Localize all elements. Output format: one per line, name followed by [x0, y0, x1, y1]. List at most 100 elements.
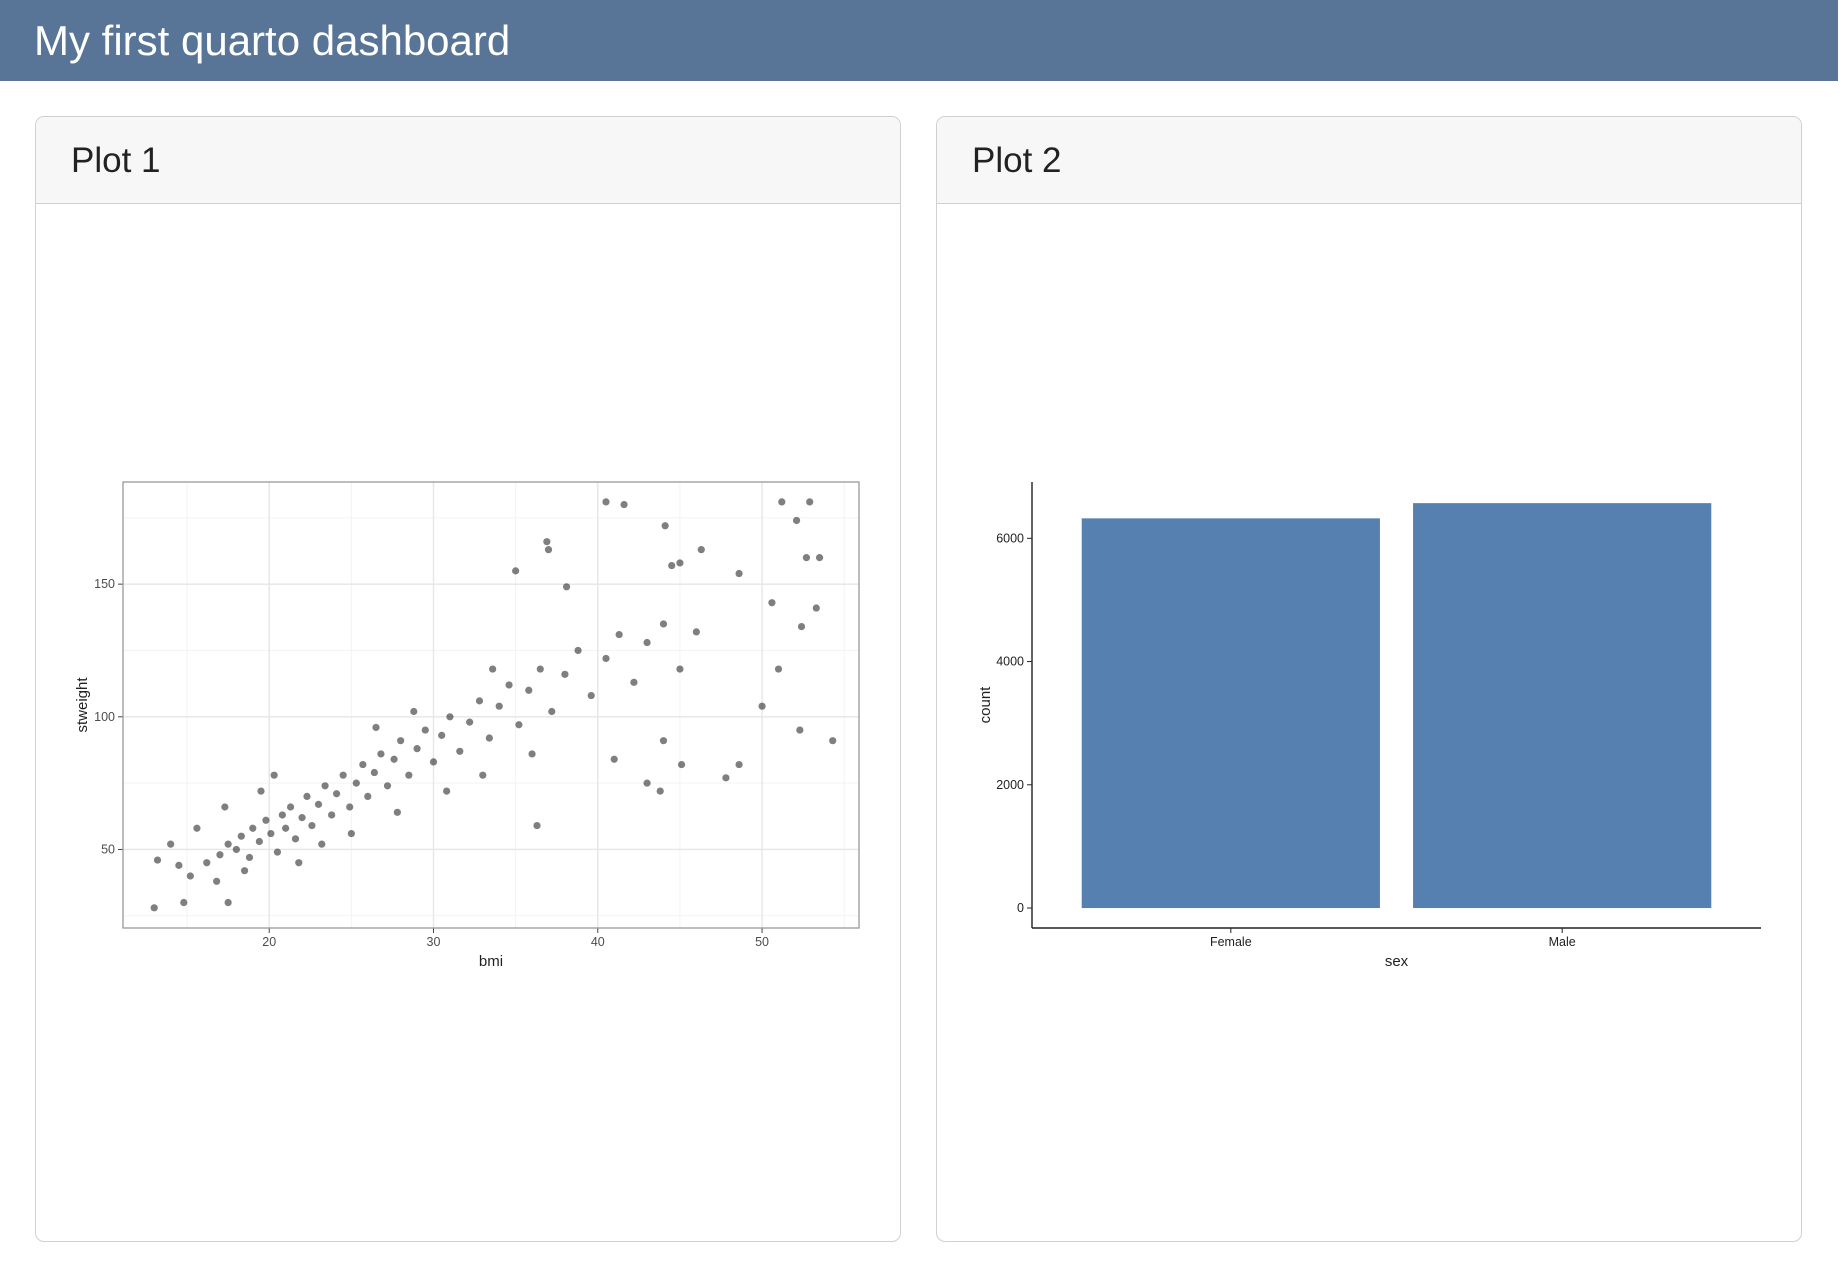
- card: Plot 1 20 30 40 50 50 100 150 bmi stweight: [35, 116, 901, 1242]
- point: [370, 768, 378, 777]
- point: [232, 845, 240, 854]
- point: [393, 808, 401, 816]
- point: [203, 859, 211, 867]
- point: [245, 853, 254, 862]
- card: Plot 2 0 2000 4000 6000 Female Male sex count: [936, 116, 1802, 1242]
- point: [676, 665, 684, 673]
- x-axis-title: sex: [1385, 953, 1409, 970]
- point: [659, 737, 668, 745]
- point: [643, 638, 651, 647]
- point: [167, 840, 175, 848]
- x-tick-label: Female: [1210, 935, 1252, 949]
- point: [314, 800, 323, 808]
- y-axis-title: stweight: [74, 677, 91, 733]
- point: [528, 750, 536, 758]
- point: [332, 790, 341, 798]
- point: [620, 500, 628, 509]
- point: [213, 877, 221, 885]
- point: [186, 872, 194, 880]
- point: [659, 620, 668, 628]
- point: [286, 803, 295, 811]
- point: [602, 654, 610, 663]
- point: [466, 718, 474, 726]
- y-tick-label: 50: [101, 842, 115, 856]
- bar: [1081, 518, 1380, 909]
- point: [812, 604, 820, 612]
- point: [278, 811, 286, 819]
- point: [544, 546, 553, 554]
- point: [347, 829, 355, 838]
- point: [364, 792, 372, 801]
- point: [221, 803, 229, 811]
- x-axis-title: bmi: [479, 953, 503, 970]
- y-axis-title: count: [977, 686, 994, 724]
- x-tick-label: 50: [755, 935, 769, 949]
- point: [390, 755, 398, 763]
- point: [602, 498, 610, 506]
- bar: [1413, 503, 1712, 909]
- point: [722, 774, 730, 782]
- point: [543, 538, 551, 546]
- point: [413, 745, 421, 753]
- point: [429, 758, 438, 766]
- point: [656, 787, 664, 795]
- point: [175, 861, 183, 869]
- point: [475, 697, 484, 705]
- point: [405, 771, 413, 779]
- point: [224, 898, 232, 907]
- point: [806, 498, 814, 506]
- y-tick-label: 2000: [996, 778, 1024, 792]
- y-tick-label: 4000: [996, 655, 1024, 669]
- point: [495, 702, 503, 710]
- point: [792, 516, 801, 525]
- point: [308, 821, 316, 830]
- point: [193, 824, 201, 832]
- point: [397, 737, 405, 745]
- point: [479, 771, 487, 779]
- y-tick-label: 100: [94, 710, 115, 724]
- point: [561, 670, 569, 678]
- point: [610, 755, 618, 763]
- point: [661, 522, 669, 530]
- point: [758, 702, 766, 710]
- point: [797, 622, 806, 631]
- point: [383, 782, 392, 790]
- point: [216, 851, 224, 859]
- point: [692, 628, 700, 636]
- point: [270, 771, 278, 779]
- chart: 20 30 40 50 50 100 150 bmi stweight: [74, 481, 860, 970]
- point: [180, 898, 188, 907]
- point: [282, 824, 290, 832]
- point: [321, 782, 329, 790]
- point: [372, 723, 380, 732]
- point: [443, 787, 451, 795]
- point: [562, 583, 571, 591]
- point: [735, 760, 743, 769]
- point: [778, 498, 786, 506]
- point: [815, 554, 824, 562]
- point: [668, 561, 676, 570]
- dashboard-title: My first quarto dashboard: [0, 0, 1838, 81]
- point: [352, 779, 360, 787]
- point: [768, 599, 776, 607]
- point: [446, 713, 454, 721]
- point: [346, 803, 354, 811]
- point: [410, 707, 418, 716]
- point: [240, 867, 249, 875]
- point: [456, 747, 464, 755]
- x-tick-label: 20: [262, 935, 276, 949]
- point: [485, 734, 493, 742]
- x-tick-label: Male: [1549, 935, 1576, 949]
- point: [298, 814, 306, 822]
- point: [643, 779, 651, 787]
- point: [512, 567, 520, 575]
- chart: 0 2000 4000 6000 Female Male sex count: [977, 482, 1761, 970]
- point: [525, 686, 533, 694]
- point: [303, 792, 311, 801]
- point: [421, 726, 429, 734]
- point: [237, 832, 245, 840]
- point: [267, 829, 275, 838]
- point: [515, 721, 523, 729]
- point: [774, 665, 783, 673]
